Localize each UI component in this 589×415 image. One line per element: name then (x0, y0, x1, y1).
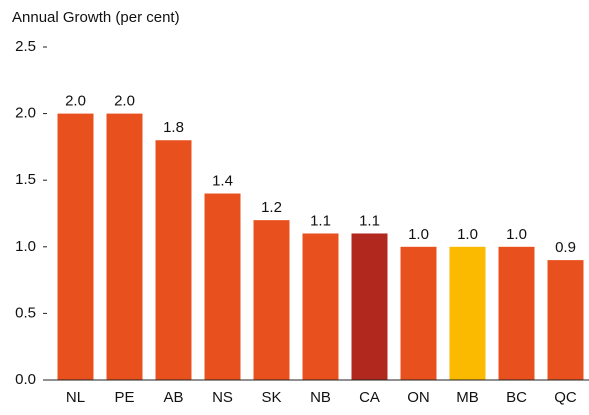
x-tick-label: CA (359, 389, 380, 406)
x-tick-label: AB (163, 389, 183, 406)
bar (498, 246, 535, 380)
bar (547, 260, 584, 380)
x-tick-label: QC (554, 389, 577, 406)
x-tick-label: PE (114, 389, 134, 406)
bar (449, 246, 486, 380)
y-tick-label: 1.0 (15, 238, 36, 255)
x-tick-label: MB (456, 389, 479, 406)
value-label: 0.9 (555, 239, 576, 256)
bar (57, 113, 94, 380)
y-axis-label: Annual Growth (per cent) (12, 9, 180, 26)
y-tick-label: 0.0 (15, 371, 36, 388)
value-label: 2.0 (65, 93, 86, 110)
bar (351, 233, 388, 380)
y-tick-label: 1.5 (15, 171, 36, 188)
y-tick-label: 0.5 (15, 304, 36, 321)
value-label: 1.1 (310, 212, 331, 229)
value-label: 1.0 (506, 226, 527, 243)
x-tick-label: SK (261, 389, 281, 406)
bar (400, 246, 437, 380)
bar (204, 193, 241, 380)
value-label: 2.0 (114, 93, 135, 110)
y-tick-label: 2.0 (15, 105, 36, 122)
y-tick-label: 2.5 (15, 38, 36, 55)
x-tick-label: NB (310, 389, 331, 406)
x-tick-label: NS (212, 389, 233, 406)
value-label: 1.1 (359, 212, 380, 229)
value-label: 1.0 (457, 226, 478, 243)
bar (302, 233, 339, 380)
bar (106, 113, 143, 380)
x-tick-label: NL (66, 389, 85, 406)
value-label: 1.0 (408, 226, 429, 243)
bar (155, 140, 192, 380)
x-tick-label: BC (506, 389, 527, 406)
value-label: 1.4 (212, 172, 233, 189)
value-label: 1.8 (163, 119, 184, 136)
x-tick-label: ON (407, 389, 430, 406)
value-label: 1.2 (261, 199, 282, 216)
bar (253, 220, 290, 380)
